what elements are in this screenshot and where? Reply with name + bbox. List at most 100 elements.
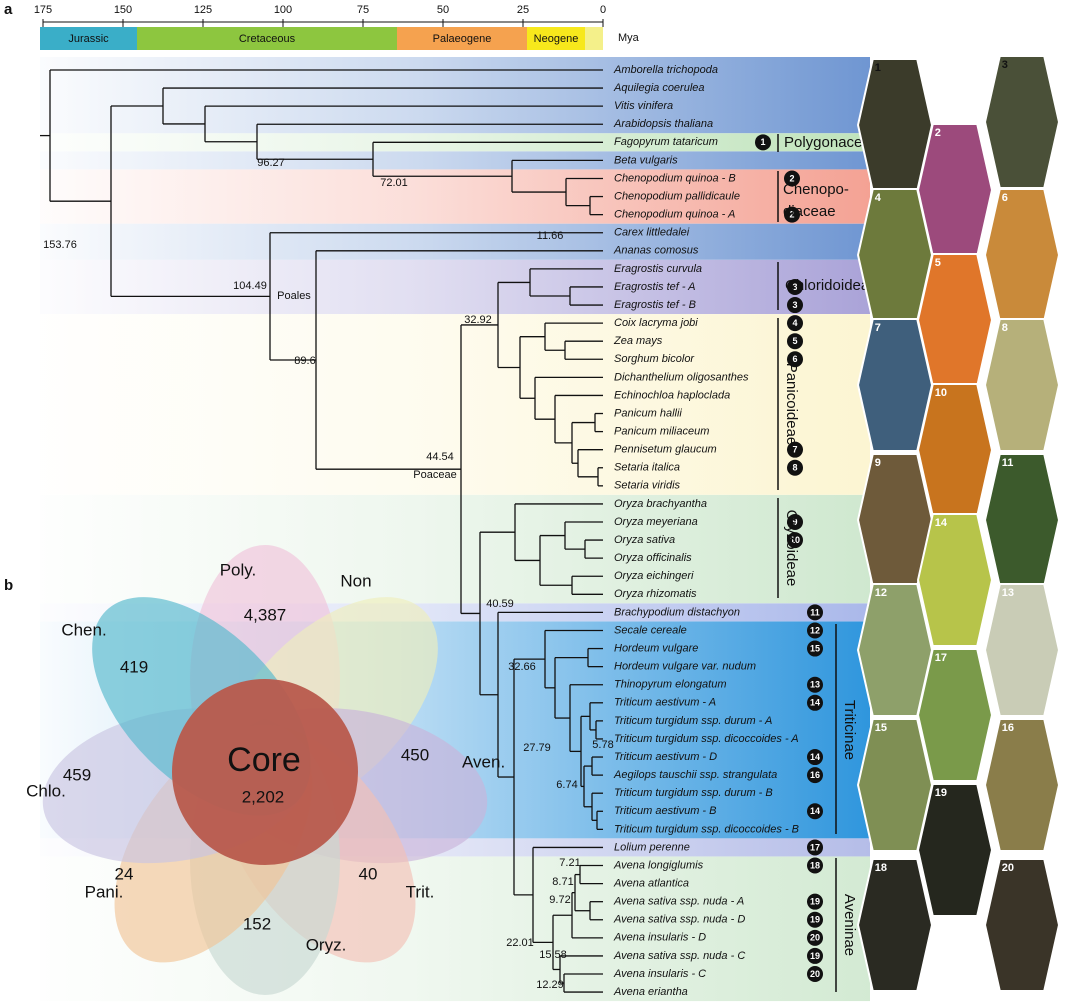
set-label: Trit. [406,882,435,901]
badge-number: 7 [792,445,797,455]
clade-band [40,151,870,170]
badge [807,604,823,621]
photo-number: 19 [935,787,947,799]
photo [916,383,994,517]
time-tick-label: 50 [437,4,449,16]
clade-label: Chloridoideae [785,277,878,294]
node-age: 89.6 [294,355,315,367]
badge [787,278,803,295]
taxon-name: Aquilegia coerulea [613,82,705,94]
set-label: Chlo. [26,781,66,800]
badge [784,206,800,223]
taxon-name: Avena insularis - C [613,968,706,980]
photo [983,188,1061,322]
taxon-name: Triticum aestivum - A [614,697,716,709]
clade-label: Panicoideae [783,363,800,446]
badge [755,134,771,151]
taxon-name: Triticum aestivum - D [614,751,717,763]
taxon-name: Pennisetum glaucum [614,444,717,456]
badge [807,893,823,910]
era-label: Palaeogene [433,33,492,45]
time-tick-label: 150 [114,4,132,16]
panel-label: b [4,577,13,594]
badge [807,676,823,693]
taxon-name: Beta vulgaris [614,154,678,166]
photo-number: 2 [935,127,941,139]
taxon-name: Coix lacryma jobi [614,317,698,329]
badge-number: 3 [792,300,797,310]
era [397,27,527,50]
badge [807,839,823,856]
taxon-name: Triticum turgidum ssp. durum - A [614,715,772,727]
photo-number: 8 [1002,322,1008,334]
taxon-name: Carex littledalei [614,227,690,239]
photo [983,55,1061,189]
node-age: 15.58 [539,949,567,961]
photo [856,858,934,992]
taxon-name: Oryza eichingeri [614,570,694,582]
photo-number: 17 [935,652,947,664]
taxon-name: Amborella trichopoda [613,64,718,76]
badge-number: 2 [789,210,794,220]
set-count: 40 [359,864,378,883]
taxon-name: Dichanthelium oligosanthes [614,371,749,383]
photo [856,58,934,192]
node-age: 22.01 [506,937,534,949]
set-count: 459 [63,765,91,784]
taxon-name: Avena longiglumis [613,859,704,871]
taxon-name: Oryza sativa [614,534,675,546]
clade-label: diaceae [783,203,836,220]
taxon-name: Vitis vinifera [614,100,673,112]
taxon-name: Arabidopsis thaliana [613,118,713,130]
photo-number: 7 [875,322,881,334]
taxon-name: Oryza meyeriana [614,516,698,528]
era [585,27,603,50]
node-age: 104.49 [233,280,267,292]
taxon-name: Eragrostis tef - A [614,281,696,293]
taxon-name: Triticum turgidum ssp. durum - B [614,787,773,799]
node-age: 6.74 [556,779,577,791]
badge [807,929,823,946]
badge [787,532,803,549]
badge [787,351,803,368]
badge [807,966,823,982]
photo [916,253,994,387]
clade-band [40,223,870,260]
clade-band [40,169,870,224]
badge-number: 9 [792,517,797,527]
set-count: 419 [120,657,148,676]
badge-number: 12 [810,625,820,635]
taxon-name: Brachypodium distachyon [614,606,740,618]
badge-number: 14 [810,698,820,708]
set-label: Chen. [61,620,106,639]
node-age: 44.54 [426,451,454,463]
photo [856,718,934,852]
badge-number: 15 [810,643,820,653]
photo [856,318,934,452]
time-tick-label: 75 [357,4,369,16]
badge [807,911,823,928]
photo [916,648,994,782]
photo-number: 15 [875,722,887,734]
taxon-name: Lolium perenne [614,841,690,853]
photo [983,318,1061,452]
photo-number: 13 [1002,587,1014,599]
photo [983,453,1061,587]
taxon-name: Avena sativa ssp. nuda - C [613,950,745,962]
photo [983,718,1061,852]
badge-number: 20 [810,933,820,943]
badge-number: 3 [792,282,797,292]
era-label: Cretaceous [239,33,296,45]
time-tick-label: 125 [194,4,212,16]
set-label: Non [340,571,371,590]
taxon-name: Secale cereale [614,624,687,636]
time-tick-label: 25 [517,4,529,16]
taxon-name: Avena insularis - D [613,932,706,944]
taxon-name: Avena sativa ssp. nuda - A [613,896,744,908]
clade-band [40,314,870,495]
badge [787,514,803,530]
core-label: Core [227,741,301,779]
badge [807,622,823,639]
node-age: 32.66 [508,661,536,673]
badge [787,315,803,332]
